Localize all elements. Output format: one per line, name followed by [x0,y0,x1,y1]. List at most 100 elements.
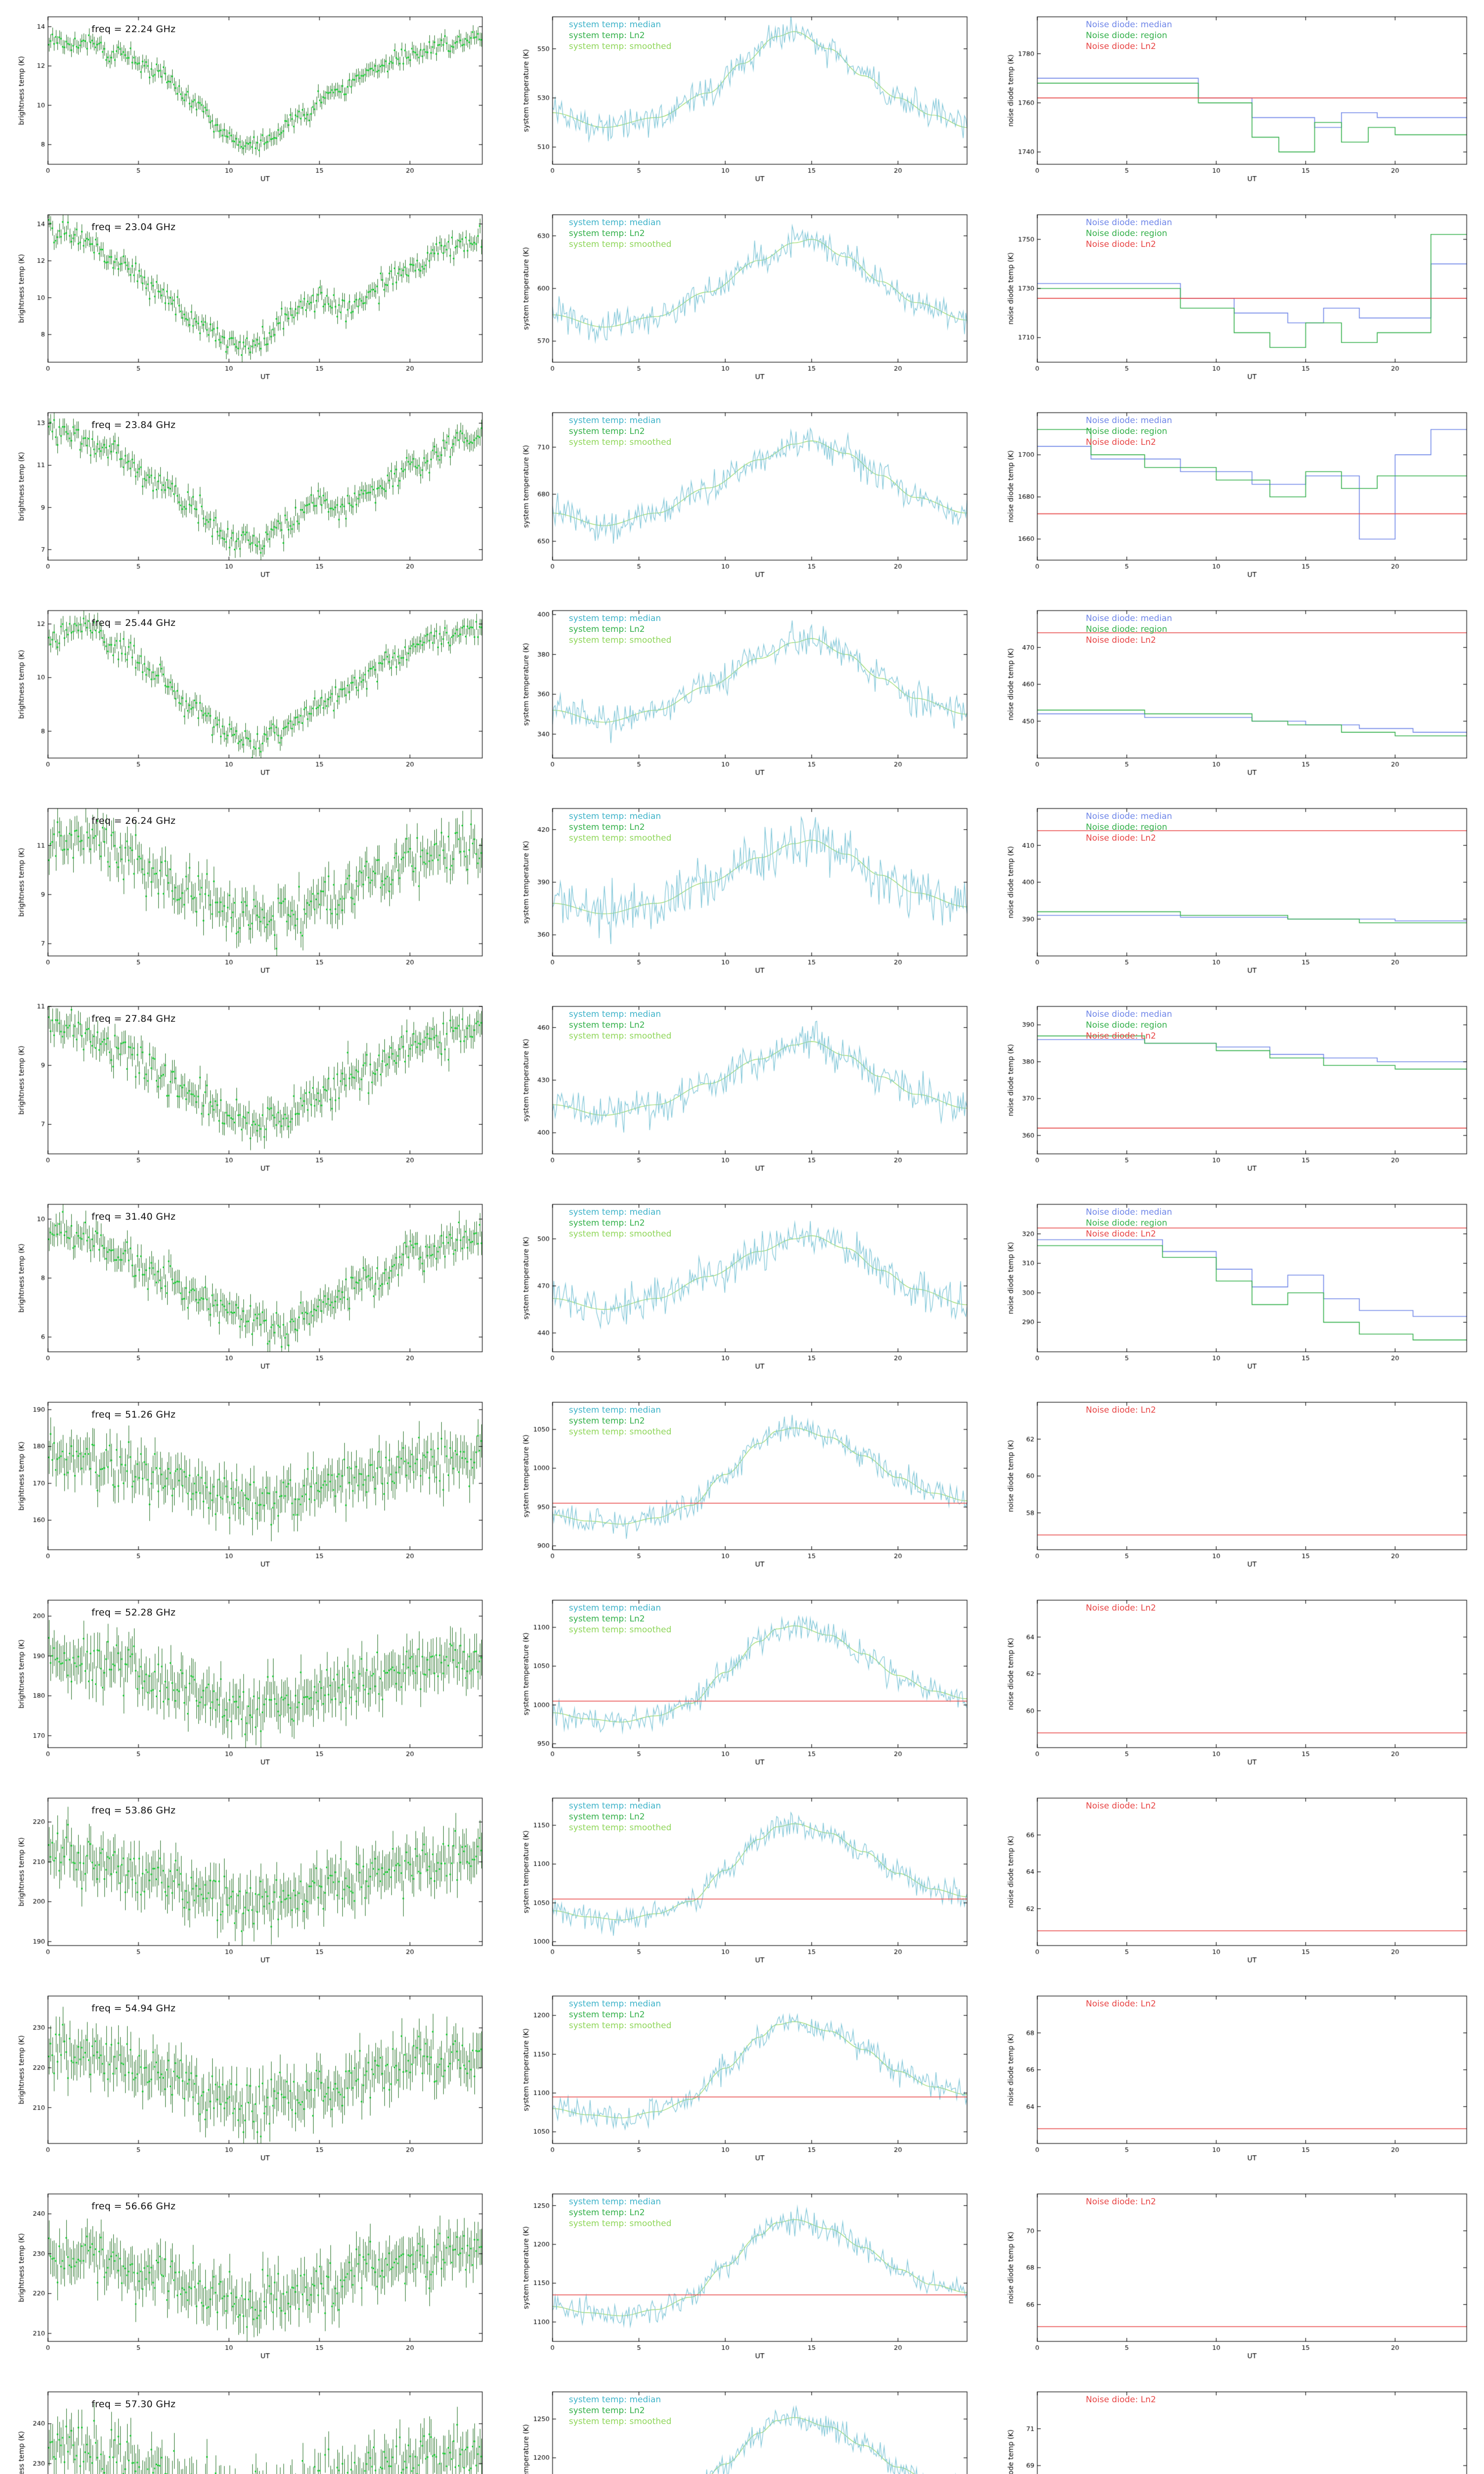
panel-system-temp: system temp: median system temp: Ln2 syste… [522,408,972,581]
plot-row: freq = 23.04 GHz system temp: median syste… [0,198,1484,396]
panel-brightness-temp: freq = 51.26 GHz [17,1397,487,1570]
legend-item: system temp: Ln2 [569,2010,645,2020]
legend-item: system temp: smoothed [569,1229,672,1239]
middle-plot-canvas [522,1793,972,1966]
freq-label: freq = 23.84 GHz [92,420,176,430]
panel-system-temp: system temp: median system temp: Ln2 syste… [522,1793,972,1966]
panel-system-temp: system temp: median system temp: Ln2 syste… [522,2189,972,2362]
legend-item: system temp: Ln2 [569,31,645,41]
left-plot-canvas [17,804,487,977]
legend-item: system temp: Ln2 [569,2406,645,2416]
legend-item: system temp: Ln2 [569,1218,645,1228]
panel-brightness-temp: freq = 26.24 GHz [17,804,487,977]
legend-item: system temp: smoothed [569,833,672,843]
legend-item: system temp: median [569,1405,661,1415]
legend-item: Noise diode: median [1086,811,1172,821]
system-temp-legend: system temp: median system temp: Ln2 syste… [569,415,671,448]
freq-label: freq = 56.66 GHz [92,2201,176,2212]
legend-item: Noise diode: Ln2 [1086,1405,1156,1415]
middle-plot-canvas [522,1001,972,1175]
panel-noise-diode: Noise diode: Ln2 [1007,1397,1472,1570]
legend-item: system temp: smoothed [569,635,672,645]
right-plot-canvas [1007,1595,1472,1768]
left-plot-canvas [17,2189,487,2362]
noise-diode-legend: Noise diode: median Noise diode: region No… [1086,1207,1172,1239]
middle-plot-canvas [522,1991,972,2164]
legend-item: Noise diode: region [1086,1218,1167,1228]
middle-plot-canvas [522,2189,972,2362]
legend-item: system temp: Ln2 [569,1020,645,1030]
legend-item: system temp: median [569,1009,661,1019]
left-plot-canvas [17,1397,487,1570]
panel-system-temp: system temp: median system temp: Ln2 syste… [522,12,972,185]
legend-item: system temp: smoothed [569,2219,672,2229]
panel-brightness-temp: freq = 27.84 GHz [17,1001,487,1175]
system-temp-legend: system temp: median system temp: Ln2 syste… [569,1207,671,1239]
legend-item: Noise diode: Ln2 [1086,1603,1156,1613]
noise-diode-legend: Noise diode: Ln2 [1086,1801,1156,1811]
plot-row: freq = 26.24 GHz system temp: median syste… [0,792,1484,990]
middle-plot-canvas [522,1397,972,1570]
legend-item: system temp: Ln2 [569,624,645,634]
freq-label: freq = 52.28 GHz [92,1607,176,1618]
middle-plot-canvas [522,2387,972,2474]
noise-diode-legend: Noise diode: Ln2 [1086,1603,1156,1614]
legend-item: Noise diode: Ln2 [1086,635,1156,645]
right-plot-canvas [1007,210,1472,383]
left-plot-canvas [17,210,487,383]
panel-system-temp: system temp: median system temp: Ln2 syste… [522,1595,972,1768]
plot-row: freq = 25.44 GHz system temp: median syste… [0,594,1484,792]
noise-diode-legend: Noise diode: median Noise diode: region No… [1086,19,1172,52]
panel-noise-diode: Noise diode: median Noise diode: region No… [1007,210,1472,383]
legend-item: system temp: median [569,1603,661,1613]
legend-item: Noise diode: region [1086,229,1167,238]
legend-item: system temp: Ln2 [569,2208,645,2218]
plot-row: freq = 31.40 GHz system temp: median syste… [0,1188,1484,1385]
legend-item: system temp: median [569,416,661,426]
right-plot-canvas [1007,1199,1472,1373]
left-plot-canvas [17,408,487,581]
freq-label: freq = 51.26 GHz [92,1409,176,1420]
system-temp-legend: system temp: median system temp: Ln2 syste… [569,1603,671,1635]
panel-system-temp: system temp: median system temp: Ln2 syste… [522,2387,972,2474]
legend-item: system temp: Ln2 [569,1812,645,1822]
noise-diode-legend: Noise diode: Ln2 [1086,2196,1156,2207]
legend-item: Noise diode: region [1086,822,1167,832]
freq-label: freq = 54.94 GHz [92,2003,176,2014]
legend-item: system temp: median [569,1999,661,2009]
noise-diode-legend: Noise diode: Ln2 [1086,1998,1156,2009]
legend-item: Noise diode: Ln2 [1086,1229,1156,1239]
panel-system-temp: system temp: median system temp: Ln2 syste… [522,804,972,977]
freq-label: freq = 25.44 GHz [92,618,176,628]
panel-noise-diode: Noise diode: Ln2 [1007,2387,1472,2474]
right-plot-canvas [1007,606,1472,779]
legend-item: Noise diode: region [1086,427,1167,436]
panel-brightness-temp: freq = 23.84 GHz [17,408,487,581]
right-plot-canvas [1007,2387,1472,2474]
legend-item: system temp: Ln2 [569,1416,645,1426]
panel-system-temp: system temp: median system temp: Ln2 syste… [522,606,972,779]
legend-item: Noise diode: Ln2 [1086,2395,1156,2405]
legend-item: system temp: Ln2 [569,1614,645,1624]
middle-plot-canvas [522,210,972,383]
right-plot-canvas [1007,1397,1472,1570]
left-plot-canvas [17,1199,487,1373]
freq-label: freq = 57.30 GHz [92,2399,176,2410]
panel-noise-diode: Noise diode: median Noise diode: region No… [1007,804,1472,977]
right-plot-canvas [1007,408,1472,581]
system-temp-legend: system temp: median system temp: Ln2 syste… [569,19,671,52]
plot-row: freq = 27.84 GHz system temp: median syste… [0,990,1484,1188]
system-temp-legend: system temp: median system temp: Ln2 syste… [569,1405,671,1437]
plot-row: freq = 54.94 GHz system temp: median syste… [0,1979,1484,2177]
panel-system-temp: system temp: median system temp: Ln2 syste… [522,1397,972,1570]
legend-item: system temp: median [569,20,661,30]
legend-item: system temp: median [569,811,661,821]
noise-diode-legend: Noise diode: median Noise diode: region No… [1086,415,1172,448]
legend-item: system temp: Ln2 [569,427,645,436]
legend-item: system temp: median [569,2395,661,2405]
freq-label: freq = 23.04 GHz [92,222,176,233]
right-plot-canvas [1007,12,1472,185]
freq-label: freq = 27.84 GHz [92,1013,176,1024]
right-plot-canvas [1007,2189,1472,2362]
